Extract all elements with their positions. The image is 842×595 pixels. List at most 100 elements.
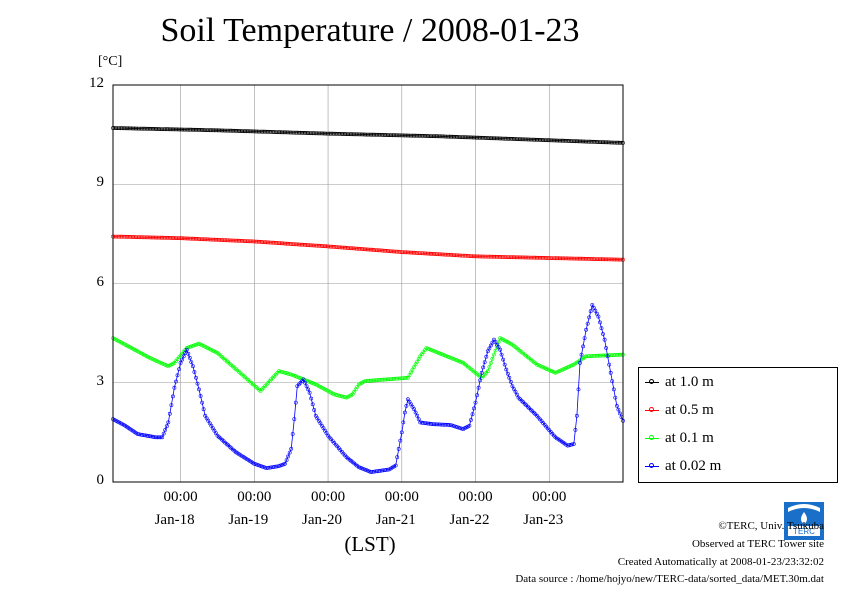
series-1 <box>111 234 625 262</box>
logo-text: TERC <box>793 527 815 536</box>
data-point <box>289 446 294 451</box>
data-point <box>184 347 189 352</box>
data-point <box>470 412 475 417</box>
x-tick-time: 00:00 <box>237 489 272 505</box>
data-point <box>401 420 406 425</box>
series-3 <box>111 303 625 475</box>
data-point <box>180 357 185 362</box>
data-point <box>303 380 307 385</box>
data-point <box>479 370 484 375</box>
data-point <box>405 375 410 380</box>
data-point <box>607 362 612 367</box>
data-point <box>605 354 610 359</box>
data-point <box>593 308 598 313</box>
data-point <box>395 455 400 460</box>
data-point <box>175 373 180 378</box>
data-point <box>610 379 615 384</box>
data-point <box>198 394 203 398</box>
data-point <box>163 427 168 432</box>
data-point <box>402 410 407 415</box>
data-point <box>485 369 490 374</box>
data-point <box>616 407 621 412</box>
y-axis-unit: [°C] <box>98 54 123 69</box>
data-point <box>601 332 605 336</box>
data-point <box>195 381 200 386</box>
legend-label-05m: at 0.5 m <box>665 402 714 418</box>
data-point <box>595 311 599 316</box>
data-point <box>190 364 195 369</box>
data-point <box>515 392 519 397</box>
x-tick-time: 00:00 <box>458 489 493 505</box>
data-point <box>396 446 401 451</box>
data-point <box>581 344 586 349</box>
data-point <box>482 360 487 365</box>
data-point <box>197 387 201 392</box>
y-tick-label: 0 <box>96 472 105 488</box>
x-tick-time: 00:00 <box>310 489 346 505</box>
data-point <box>473 400 478 405</box>
x-tick-time: 00:00 <box>532 489 567 505</box>
data-point <box>599 326 604 331</box>
data-point <box>485 349 490 354</box>
legend-item-1m: at 1.0 m <box>645 372 835 394</box>
data-point <box>178 360 183 365</box>
y-tick-label: 3 <box>96 372 105 389</box>
data-point <box>177 367 182 372</box>
data-point <box>169 403 174 408</box>
data-point <box>585 321 590 326</box>
data-point <box>579 352 584 357</box>
data-point <box>492 352 496 357</box>
x-tick-date: Jan-18 <box>154 512 195 528</box>
credit-observed: Observed at TERC Tower site <box>691 538 824 550</box>
data-point <box>575 413 579 418</box>
data-point <box>286 454 291 459</box>
data-point <box>502 362 507 367</box>
data-point <box>504 367 509 372</box>
y-tick-label: 9 <box>96 174 105 191</box>
data-point <box>498 347 503 352</box>
data-point <box>475 393 480 398</box>
data-point <box>587 315 592 320</box>
data-point <box>467 423 472 428</box>
data-point <box>194 375 198 380</box>
data-point <box>576 387 581 392</box>
data-point <box>301 377 306 382</box>
data-point <box>167 411 172 416</box>
data-point <box>306 387 311 392</box>
chart-title: Soil Temperature / 2008-01-23 <box>160 12 580 49</box>
data-point <box>312 408 317 412</box>
y-tick-label: 12 <box>89 75 104 91</box>
data-point <box>578 360 582 365</box>
data-point <box>186 351 191 356</box>
data-point <box>201 407 206 412</box>
legend-item-002m: at 0.02 m <box>645 456 835 478</box>
data-point <box>161 431 166 436</box>
data-point <box>487 346 492 351</box>
data-point <box>404 403 409 408</box>
data-point <box>413 410 418 415</box>
data-point <box>399 430 404 435</box>
data-point <box>307 390 312 395</box>
legend-label-1m: at 1.0 m <box>665 374 714 390</box>
data-point <box>476 385 481 390</box>
data-point <box>284 458 289 463</box>
data-point <box>604 346 609 350</box>
data-point <box>613 395 618 400</box>
data-point <box>499 352 504 357</box>
data-point <box>508 379 513 384</box>
grid-lines <box>113 84 623 483</box>
data-point <box>602 337 607 342</box>
data-point <box>512 387 516 391</box>
x-tick-date: Jan-21 <box>375 512 416 528</box>
data-point <box>398 438 403 443</box>
data-point <box>174 379 178 384</box>
data-point <box>404 375 409 380</box>
x-tick-date: Jan-19 <box>228 512 269 528</box>
x-tick-date: Jan-23 <box>523 512 564 528</box>
data-point <box>192 370 197 374</box>
data-point <box>310 402 315 407</box>
data-point <box>596 314 601 319</box>
x-tick-time: 00:00 <box>384 489 419 505</box>
data-point <box>608 370 613 375</box>
